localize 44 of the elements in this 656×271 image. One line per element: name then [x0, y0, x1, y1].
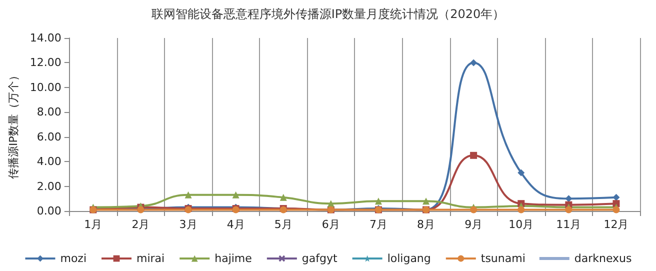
x-tick-label: 8月: [417, 218, 436, 231]
y-tick-label: 8.00: [36, 106, 62, 119]
x-tick-label: 5月: [274, 218, 292, 231]
y-tick-label: 4.00: [36, 155, 62, 168]
y-tick-label: 10.00: [30, 80, 62, 94]
x-tick-label: 10月: [508, 218, 534, 231]
point: [422, 198, 430, 205]
y-tick-label: 14.00: [30, 32, 62, 44]
legend-label: darknexus: [574, 252, 632, 265]
x-tick-label: 7月: [369, 218, 388, 231]
point: [518, 206, 525, 214]
point: [565, 195, 572, 202]
point: [327, 200, 334, 208]
x-tick-label: 3月: [179, 218, 198, 231]
x-tick-label: 4月: [226, 218, 245, 231]
x-tick-label: 6月: [322, 218, 340, 231]
point: [470, 59, 478, 66]
legend-label: tsunami: [480, 252, 526, 265]
legend-label: mirai: [136, 252, 165, 265]
point: [470, 206, 478, 214]
x-tick-label: 12月: [604, 218, 629, 231]
point: [280, 194, 287, 201]
point: [518, 169, 525, 176]
y-tick-label: 2.00: [36, 180, 62, 193]
y-tick-label: 12.00: [30, 56, 62, 70]
point: [612, 194, 620, 201]
x-tick-label: 11月: [556, 218, 582, 231]
legend-label: mozi: [60, 252, 87, 265]
x-tick-label: 1月: [84, 218, 102, 231]
y-tick-label: 0.00: [36, 204, 62, 218]
x-tick-label: 9月: [464, 218, 483, 231]
point: [184, 191, 192, 198]
y-tick-label: 6.00: [36, 130, 62, 144]
legend-label: hajime: [214, 252, 252, 265]
point: [232, 191, 240, 198]
point: [565, 206, 572, 214]
chart-title: 联网智能设备恶意程序境外传播源IP数量月度统计情况（2020年）: [151, 7, 505, 21]
point: [374, 198, 382, 205]
legend-label: loligang: [387, 252, 431, 265]
y-axis-title: 传播源IP数量（万个）: [7, 70, 20, 179]
point: [612, 206, 620, 214]
legend-label: gafgyt: [302, 252, 338, 265]
point: [470, 152, 478, 159]
x-tick-label: 2月: [132, 218, 150, 231]
